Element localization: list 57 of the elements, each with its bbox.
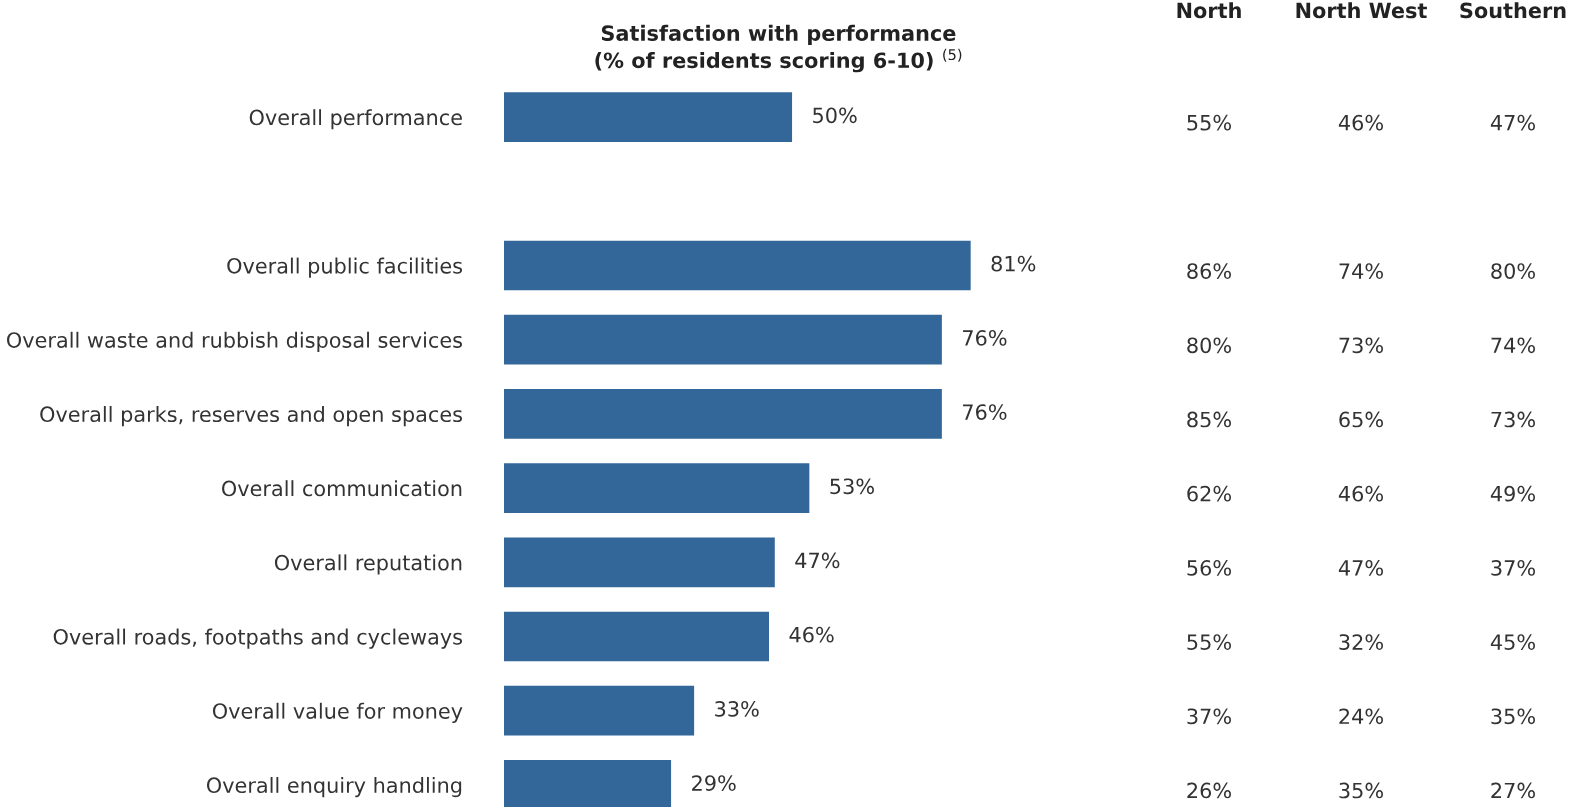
text: 85%: [1187, 411, 1231, 428]
y-tick-label: Overall value for money: [212, 702, 463, 723]
bar: [504, 314, 942, 365]
text: 24%: [1339, 708, 1383, 725]
text: 86%: [1187, 263, 1231, 279]
data-label: 81%: [991, 255, 1036, 272]
text: 80%: [1187, 337, 1231, 354]
text: 47%: [1338, 560, 1383, 576]
y-tick-label: Overall performance: [249, 109, 462, 130]
y-tick-label: Overall public facilities: [227, 257, 463, 278]
data-label: 50%: [813, 107, 857, 124]
y-tick-label: Overall enquiry handling: [206, 776, 462, 798]
bar: [504, 389, 942, 439]
text: 62%: [1187, 485, 1231, 502]
text: 37%: [1491, 560, 1535, 576]
text: 46%: [1338, 114, 1383, 131]
category-label: North West: [1296, 2, 1427, 19]
text: 35%: [1339, 782, 1383, 799]
text: 65%: [1339, 411, 1383, 428]
y-tick-label: Overall waste and rubbish disposal services: [7, 331, 463, 352]
text: 74%: [1339, 263, 1383, 279]
text: 45%: [1490, 634, 1535, 650]
bar: [504, 537, 775, 588]
text: 56%: [1187, 560, 1231, 576]
text: 46%: [1338, 485, 1383, 502]
bar: [504, 92, 793, 142]
text: 73%: [1339, 337, 1383, 354]
text: 55%: [1187, 114, 1231, 131]
bar: [504, 611, 770, 662]
category-label: North: [1177, 2, 1241, 19]
y-tick-label: Overall roads, footpaths and cycleways: [53, 628, 463, 649]
text: 80%: [1491, 263, 1535, 279]
chart-title: Satisfaction with performance (% of residents scoring 6-10) $^{(5)}$: [595, 24, 962, 73]
bar: [504, 463, 810, 513]
y-tick-label: Overall parks, reserves and open spaces: [40, 405, 463, 427]
data-label: 76%: [963, 329, 1007, 346]
data-label: 53%: [830, 478, 874, 495]
data-label: 29%: [692, 775, 736, 791]
category-label: Southern: [1460, 2, 1566, 19]
text: 26%: [1187, 782, 1231, 799]
text: 49%: [1490, 485, 1535, 502]
data-label: 47%: [795, 552, 840, 569]
text: 27%: [1491, 782, 1535, 799]
text: 35%: [1491, 708, 1535, 725]
bar: [504, 240, 971, 291]
data-label: 33%: [715, 700, 759, 717]
text: 37%: [1187, 708, 1231, 725]
text: 73%: [1491, 411, 1535, 428]
y-tick-label: Overall reputation: [274, 554, 462, 575]
text: 74%: [1491, 337, 1535, 354]
y-tick-label: Overall communication: [222, 480, 462, 497]
data-label: 76%: [963, 404, 1007, 420]
data-label: 46%: [789, 626, 834, 643]
text: 32%: [1339, 634, 1383, 650]
bar: [504, 685, 695, 736]
text: 47%: [1490, 114, 1535, 131]
text: 55%: [1187, 634, 1231, 650]
